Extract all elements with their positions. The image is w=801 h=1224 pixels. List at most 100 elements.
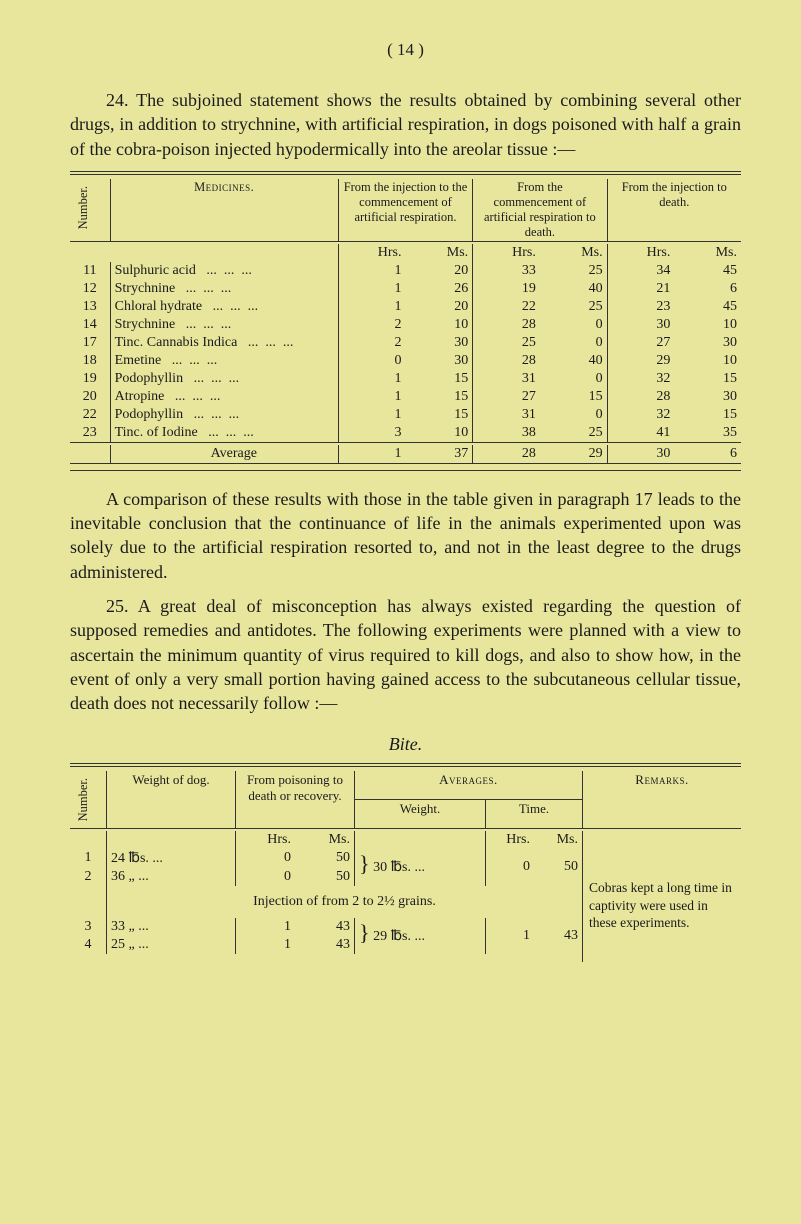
cell: 1 [338, 406, 405, 424]
cell: 27 [607, 334, 674, 352]
cell: 0 [540, 370, 607, 388]
cell: 15 [405, 370, 472, 388]
cell: 21 [607, 280, 674, 298]
row-weight: 36 „ ... [107, 868, 236, 886]
unit-ms: Ms. [295, 831, 355, 849]
row-medicine: Tinc. of Iodine ... ... ... [110, 424, 338, 443]
cell: 30 [607, 316, 674, 334]
rule [70, 463, 741, 464]
rule [70, 766, 741, 767]
avg-c2: 6 [674, 445, 741, 463]
row-num: 3 [70, 918, 107, 936]
cell: 29 [607, 352, 674, 370]
row-hrs: 1 [236, 936, 296, 954]
cell: 25 [473, 334, 540, 352]
avg-time-a-m: 50 [534, 849, 583, 886]
bite-table: Number. Weight of dog. From poisoning to… [70, 771, 741, 962]
row-num: 1 [70, 849, 107, 868]
cell: 34 [607, 262, 674, 280]
cell: 30 [405, 352, 472, 370]
unit-ms: Ms. [534, 831, 583, 849]
cell: 1 [338, 370, 405, 388]
cell: 15 [405, 388, 472, 406]
cell: 3 [338, 424, 405, 443]
cell: 1 [338, 298, 405, 316]
unit-ms: Ms. [674, 244, 741, 262]
cell: 38 [473, 424, 540, 443]
col-avg-time-header: Time. [486, 799, 583, 828]
cell: 0 [338, 352, 405, 370]
col-commence-header: From the commencement of artificial resp… [473, 179, 607, 242]
row-number: 22 [70, 406, 110, 424]
cell: 41 [607, 424, 674, 443]
cell: 28 [607, 388, 674, 406]
cell: 25 [540, 424, 607, 443]
cell: 15 [674, 406, 741, 424]
unit-hrs: Hrs. [607, 244, 674, 262]
cell: 2 [338, 334, 405, 352]
cell: 0 [540, 316, 607, 334]
cell: 10 [405, 316, 472, 334]
row-number: 18 [70, 352, 110, 370]
avg-a2: 37 [405, 445, 472, 463]
col-remarks-header: Remarks. [583, 771, 742, 829]
avg-time-b-m: 43 [534, 918, 583, 954]
row-medicine: Strychnine ... ... ... [110, 316, 338, 334]
col-injec2-header: From the injection to death. [607, 179, 741, 242]
cell: 25 [540, 298, 607, 316]
unit-hrs: Hrs. [486, 831, 535, 849]
table-row: 13Chloral hydrate ... ... ...12022252345 [70, 298, 741, 316]
row-number: 17 [70, 334, 110, 352]
unit-hrs: Hrs. [473, 244, 540, 262]
col-avg-weight-header: Weight. [355, 799, 486, 828]
bite-title: Bite. [70, 734, 741, 755]
avg-b2: 29 [540, 445, 607, 463]
table-row: 18Emetine ... ... ...03028402910 [70, 352, 741, 370]
injection-note: Injection of from 2 to 2½ grains. [107, 886, 583, 918]
row-number: 14 [70, 316, 110, 334]
paragraph-25: 25. A great deal of misconception has al… [70, 594, 741, 715]
cell: 30 [405, 334, 472, 352]
para-25-number: 25. [106, 594, 129, 618]
cell: 31 [473, 406, 540, 424]
row-medicine: Atropine ... ... ... [110, 388, 338, 406]
cell: 40 [540, 280, 607, 298]
row-number: 20 [70, 388, 110, 406]
row-weight: 25 „ ... [107, 936, 236, 954]
row-weight: 24 ℔s. ... [107, 849, 236, 868]
cell: 23 [607, 298, 674, 316]
cell: 10 [674, 316, 741, 334]
cell: 30 [674, 334, 741, 352]
table-row: 14Strychnine ... ... ...2102803010 [70, 316, 741, 334]
average-label: Average [110, 445, 338, 463]
cell: 32 [607, 370, 674, 388]
table-row: 11Sulphuric acid ... ... ...12033253445 [70, 262, 741, 280]
rule [70, 763, 741, 764]
row-medicine: Emetine ... ... ... [110, 352, 338, 370]
cell: 10 [674, 352, 741, 370]
row-num: 2 [70, 868, 107, 886]
row-hrs: 1 [236, 918, 296, 936]
rule [70, 171, 741, 172]
cell: 27 [473, 388, 540, 406]
table-row: 17Tinc. Cannabis Indica ... ... ...23025… [70, 334, 741, 352]
cell: 2 [338, 316, 405, 334]
table-row: 20Atropine ... ... ...11527152830 [70, 388, 741, 406]
table-row: 12Strychnine ... ... ...1261940216 [70, 280, 741, 298]
cell: 1 [338, 388, 405, 406]
medicines-table: Number. Medicines. From the injection to… [70, 179, 741, 463]
row-ms: 50 [295, 868, 355, 886]
paragraph-24: 24. The subjoined statement shows the re… [70, 88, 741, 161]
row-medicine: Chloral hydrate ... ... ... [110, 298, 338, 316]
cell: 15 [540, 388, 607, 406]
cell: 30 [674, 388, 741, 406]
row-num: 4 [70, 936, 107, 954]
para-24-text: The subjoined statement shows the result… [70, 90, 741, 159]
cell: 6 [674, 280, 741, 298]
row-number: 12 [70, 280, 110, 298]
row-number: 11 [70, 262, 110, 280]
row-medicine: Podophyllin ... ... ... [110, 370, 338, 388]
col-from-poison-header: From poisoning to death or recovery. [236, 771, 355, 829]
cell: 19 [473, 280, 540, 298]
cell: 31 [473, 370, 540, 388]
